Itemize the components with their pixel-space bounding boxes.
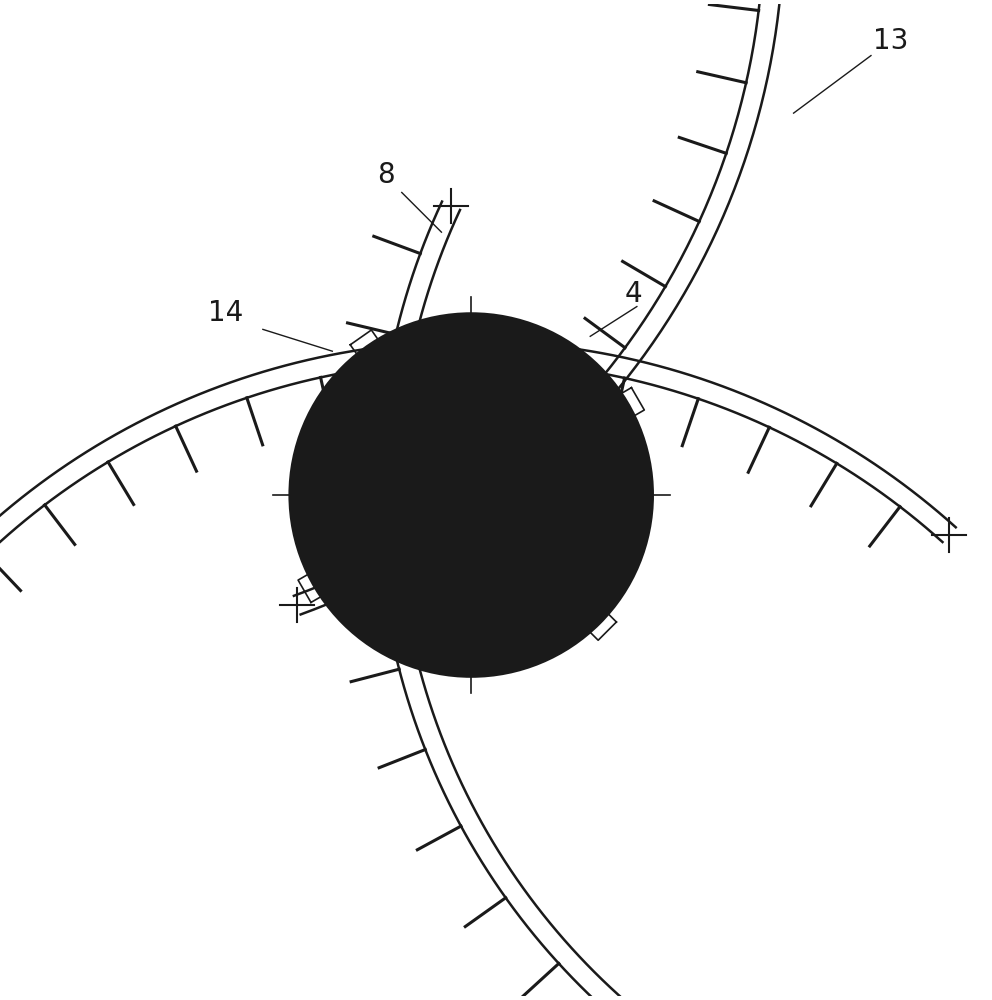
Text: 14: 14 [208, 299, 244, 327]
Circle shape [308, 331, 635, 659]
Text: 13: 13 [873, 27, 909, 55]
Text: 8: 8 [377, 161, 395, 189]
Text: 4: 4 [625, 280, 643, 308]
Circle shape [313, 569, 319, 575]
Circle shape [324, 588, 330, 594]
Circle shape [360, 357, 366, 363]
Circle shape [290, 314, 653, 677]
Circle shape [582, 622, 588, 628]
Circle shape [612, 396, 618, 402]
Circle shape [598, 606, 604, 612]
Circle shape [378, 344, 384, 350]
Circle shape [623, 415, 629, 421]
Circle shape [337, 361, 605, 629]
